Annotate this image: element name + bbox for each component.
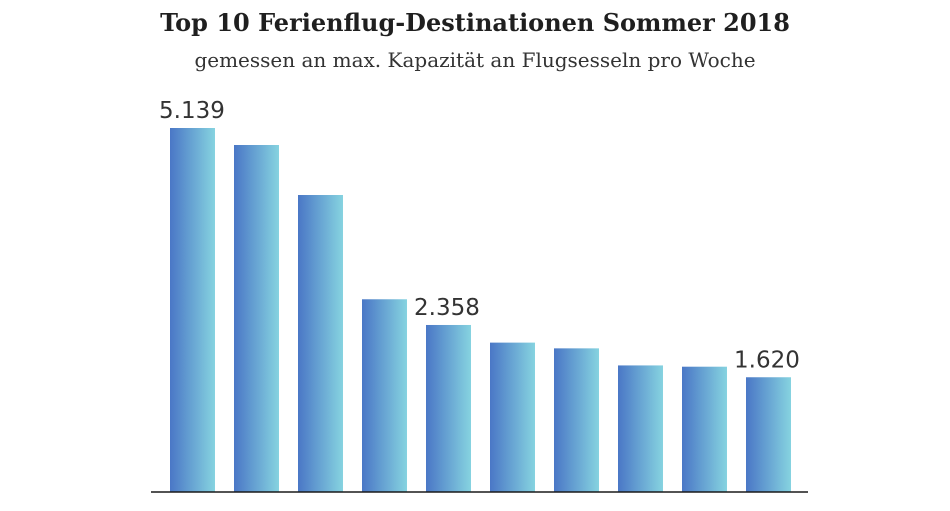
value-label-5: 2.358 (414, 295, 480, 321)
bar-8 (618, 365, 663, 492)
value-label-1: 5.139 (159, 98, 225, 124)
chart-title: Top 10 Ferienflug-Destinationen Sommer 2… (160, 8, 790, 37)
value-label-10: 1.620 (734, 347, 800, 373)
bar-6 (490, 342, 535, 492)
bar-4 (362, 299, 407, 492)
bar-7 (554, 348, 599, 492)
bar-2 (234, 144, 279, 492)
chart-subtitle: gemessen an max. Kapazität an Flugsessel… (194, 48, 756, 72)
bar-9 (682, 366, 727, 492)
bar-1 (170, 128, 215, 492)
bar-3 (298, 195, 343, 492)
bar-10 (746, 377, 791, 492)
bar-5 (426, 324, 471, 492)
